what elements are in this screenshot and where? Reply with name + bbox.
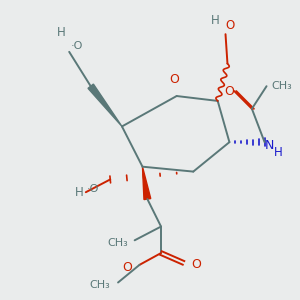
Text: N: N: [265, 139, 274, 152]
Polygon shape: [142, 167, 151, 200]
Text: H: H: [75, 186, 83, 199]
Text: CH₃: CH₃: [107, 238, 128, 248]
Text: CH₃: CH₃: [89, 280, 110, 290]
Text: O: O: [169, 73, 179, 86]
Text: H: H: [57, 26, 66, 39]
Text: O: O: [226, 19, 235, 32]
Text: H: H: [212, 14, 220, 27]
Polygon shape: [88, 84, 122, 126]
Text: O: O: [191, 258, 201, 271]
Text: O: O: [224, 85, 234, 98]
Text: CH₃: CH₃: [272, 81, 292, 91]
Text: ·O: ·O: [87, 184, 99, 194]
Text: H: H: [274, 146, 283, 159]
Text: O: O: [122, 261, 132, 274]
Text: ·O: ·O: [71, 41, 83, 51]
